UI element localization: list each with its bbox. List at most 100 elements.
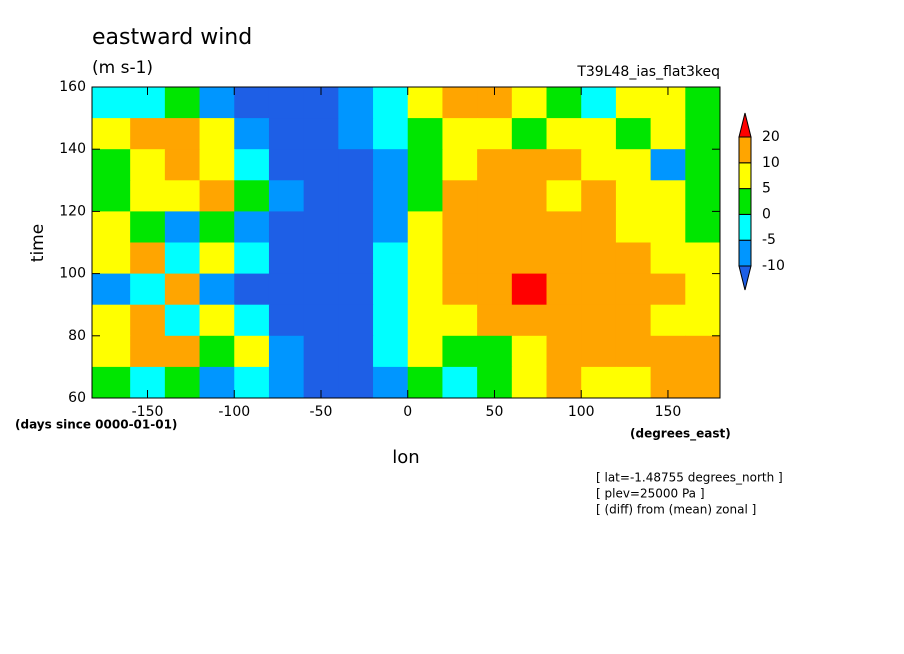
field-cell <box>130 180 166 212</box>
field-cell <box>164 87 201 119</box>
field-cell <box>338 366 374 398</box>
field-cell <box>442 273 478 306</box>
field-cell <box>685 273 720 306</box>
field-cell <box>442 211 478 243</box>
field-cell <box>615 242 652 275</box>
field-cell <box>373 211 409 243</box>
field-cell <box>546 180 582 212</box>
field-cell <box>268 335 305 368</box>
field-cell <box>615 335 652 368</box>
field-cell <box>511 273 548 306</box>
field-cell <box>477 335 513 368</box>
field-cell <box>407 211 443 243</box>
field-cell <box>234 118 270 150</box>
field-cell <box>407 87 443 119</box>
colorbar-label: 20 <box>762 129 780 145</box>
colorbar-box <box>738 188 752 215</box>
field-cell <box>373 273 409 306</box>
field-cell <box>442 180 478 212</box>
field-cell <box>615 211 652 243</box>
field-cell <box>685 304 720 337</box>
field-cell <box>338 180 374 212</box>
field-cell <box>581 273 617 306</box>
field-cell <box>268 366 305 398</box>
field-cell <box>303 242 339 275</box>
field-cell <box>546 87 582 119</box>
field-cell <box>407 366 443 398</box>
field-cell <box>373 149 409 181</box>
field-cell <box>546 211 582 243</box>
field-cell <box>199 180 235 212</box>
colorbar-label: 5 <box>762 181 771 197</box>
field-cell <box>303 211 339 243</box>
field-cell <box>199 366 235 398</box>
field-cell <box>130 273 166 306</box>
field-cell <box>685 149 720 181</box>
field-cell <box>650 118 686 150</box>
y-units: (days since 0000-01-01) <box>15 418 177 432</box>
field-cell <box>581 211 617 243</box>
chart-title: eastward wind <box>92 25 252 50</box>
field-cell <box>442 366 478 398</box>
colorbar-box <box>738 136 752 164</box>
field-cell <box>511 242 548 275</box>
field-cell <box>338 273 374 306</box>
field-cell <box>685 242 720 275</box>
colorbar-label: -10 <box>762 258 785 274</box>
field-cell <box>338 87 374 119</box>
field-cell <box>511 149 548 181</box>
y-axis-label: time <box>28 224 48 262</box>
field-cell <box>407 118 443 150</box>
field-cell <box>650 149 686 181</box>
field-cell <box>164 304 201 337</box>
field-cell <box>338 118 374 150</box>
field-cell <box>268 118 305 150</box>
field-cell <box>477 211 513 243</box>
field-cell <box>650 273 686 306</box>
y-tick-label: 120 <box>59 203 86 219</box>
field-cell <box>442 149 478 181</box>
units: (m s-1) <box>92 58 153 78</box>
field-cell <box>338 304 374 337</box>
field-cell <box>442 242 478 275</box>
x-tick-label: 100 <box>568 404 595 420</box>
x-tick-label: -50 <box>310 404 333 420</box>
field-cell <box>164 149 201 181</box>
colorbar-box <box>738 239 752 267</box>
colorbar-label: -5 <box>762 232 776 248</box>
field-cell <box>650 242 686 275</box>
colorbar-end <box>738 265 752 291</box>
field-cell <box>92 242 131 275</box>
field-cell <box>685 87 720 119</box>
field-cell <box>164 273 201 306</box>
field-cell <box>234 335 270 368</box>
field-cell <box>268 180 305 212</box>
field-cell <box>546 149 582 181</box>
field-cell <box>477 149 513 181</box>
field <box>92 87 720 398</box>
field-cell <box>442 304 478 337</box>
field-cell <box>92 118 131 150</box>
field-cell <box>164 180 201 212</box>
note: [ plev=25000 Pa ] <box>596 487 705 501</box>
field-cell <box>581 304 617 337</box>
field-cell <box>268 87 305 119</box>
field-cell <box>615 180 652 212</box>
field-cell <box>511 304 548 337</box>
field-cell <box>199 335 235 368</box>
plot-frame <box>91 86 721 399</box>
y-tick-label: 140 <box>59 141 86 157</box>
field-cell <box>199 149 235 181</box>
field-cell <box>268 149 305 181</box>
x-axis-label: lon <box>392 447 419 468</box>
field-cell <box>234 149 270 181</box>
field-cell <box>511 211 548 243</box>
field-cell <box>130 149 166 181</box>
field-cell <box>546 335 582 368</box>
colorbar-label: 10 <box>762 155 780 171</box>
field-cell <box>268 242 305 275</box>
x-tick-label: 150 <box>655 404 682 420</box>
field-cell <box>615 304 652 337</box>
field-cell <box>268 273 305 306</box>
field-cell <box>164 211 201 243</box>
